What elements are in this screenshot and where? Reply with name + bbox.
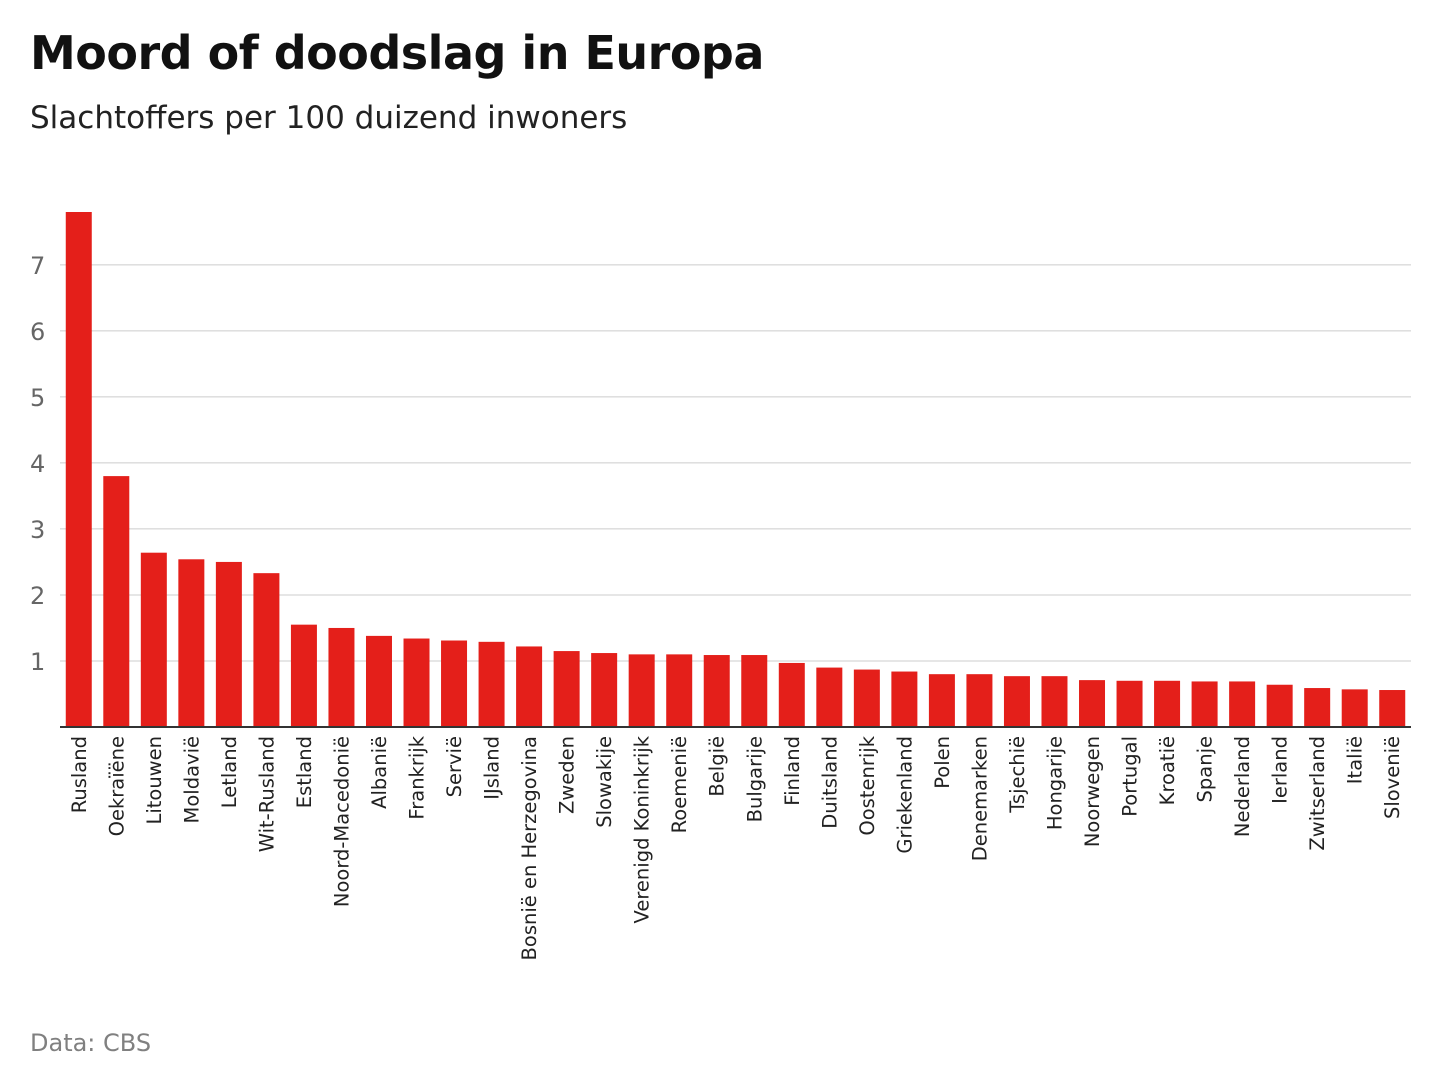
x-tick-label: Noord-Macedonië <box>330 736 353 907</box>
x-tick-label: Spanje <box>1194 736 1217 802</box>
x-tick-label: Kroatië <box>1156 736 1179 805</box>
bar-albani- <box>365 635 392 727</box>
bar-belgi- <box>703 655 730 727</box>
bar-roemeni- <box>666 654 693 727</box>
bar-litouwen <box>140 552 167 727</box>
x-tick-label: Oostenrijk <box>856 735 879 835</box>
x-tick-label: Litouwen <box>143 736 166 825</box>
x-tick-label: Wit-Rusland <box>255 736 278 852</box>
x-tick-label: Albanië <box>368 736 391 809</box>
bar-zweden <box>553 651 580 727</box>
bar-wit-rusland <box>253 573 280 727</box>
bar-zwitserland <box>1304 688 1331 727</box>
bar-hongarije <box>1041 676 1068 727</box>
bar-noorwegen <box>1079 680 1106 727</box>
y-tick-label: 6 <box>30 318 45 346</box>
x-tick-label: Moldavië <box>180 736 203 823</box>
bar-kroati- <box>1154 680 1181 727</box>
bar-rusland <box>65 212 92 727</box>
bar-itali- <box>1341 689 1368 727</box>
x-tick-label: Verenigd Koninkrijk <box>631 735 654 923</box>
bar-chart: 1 2 3 4 5 6 7 Rusland Oekraïëne Litouwen Moldavië… <box>30 212 1411 960</box>
bar-sloveni- <box>1379 690 1406 727</box>
bar-ierland <box>1266 684 1293 727</box>
y-tick-label: 4 <box>30 450 45 478</box>
x-tick-label: Rusland <box>68 736 91 813</box>
x-tick-label: Zwitserland <box>1306 736 1329 851</box>
bar-verenigd-koninkrijk <box>628 654 655 727</box>
x-tick-label: Bosnië en Herzegovina <box>518 736 541 960</box>
x-tick-label: Duitsland <box>818 736 841 829</box>
x-tick-label: Estland <box>293 736 316 808</box>
x-tick-label: Servië <box>443 736 466 797</box>
bar-noord-macedoni- <box>328 627 355 727</box>
x-tick-label: Finland <box>781 736 804 806</box>
chart-title: Moord of doodslag in Europa <box>30 26 764 80</box>
source-note: Data: CBS <box>30 1029 152 1057</box>
x-tick-label: Polen <box>931 736 954 789</box>
x-tick-label: Tsjechië <box>1006 736 1029 814</box>
x-tick-label: Slowakije <box>593 736 616 828</box>
category-labels: Rusland Oekraïëne Litouwen Moldavië Letland W… <box>68 735 1404 960</box>
x-tick-label: Ierland <box>1269 736 1292 804</box>
x-tick-label: Denemarken <box>968 736 991 861</box>
bar-tsjechi- <box>1003 676 1030 727</box>
x-tick-label: Griekenland <box>893 736 916 854</box>
bar-servi- <box>441 640 468 727</box>
bar-moldavi- <box>178 559 205 727</box>
bar-bulgarije <box>741 655 768 727</box>
x-tick-label: Nederland <box>1231 736 1254 837</box>
x-tick-label: IJsland <box>481 736 504 800</box>
bar-bosni-en-herzegovina <box>516 646 543 727</box>
x-tick-label: Bulgarije <box>743 736 766 822</box>
bar-oekra-ne <box>103 476 130 727</box>
y-tick-label: 1 <box>30 648 45 676</box>
x-tick-label: Zweden <box>556 736 579 814</box>
bar-finland <box>778 662 805 727</box>
y-tick-label: 5 <box>30 384 45 412</box>
bar-spanje <box>1191 681 1218 727</box>
bar-duitsland <box>816 667 843 727</box>
bar-estland <box>290 624 317 727</box>
bars <box>65 212 1406 727</box>
x-tick-label: Oekraïëne <box>105 736 128 836</box>
bar-ijsland <box>478 641 505 727</box>
y-tick-label: 2 <box>30 582 45 610</box>
x-tick-label: Portugal <box>1119 736 1142 817</box>
x-tick-label: België <box>706 736 729 797</box>
chart-subtitle: Slachtoffers per 100 duizend inwoners <box>30 100 628 136</box>
bar-oostenrijk <box>853 669 880 727</box>
bar-letland <box>215 561 242 727</box>
bar-polen <box>928 674 955 727</box>
x-tick-label: Letland <box>218 736 241 808</box>
bar-frankrijk <box>403 638 430 727</box>
bar-slowakije <box>591 653 618 727</box>
x-tick-label: Italië <box>1344 736 1367 784</box>
y-tick-label: 7 <box>30 252 45 280</box>
bar-portugal <box>1116 680 1143 727</box>
bar-denemarken <box>966 674 993 727</box>
bar-nederland <box>1229 681 1256 727</box>
y-tick-label: 3 <box>30 516 45 544</box>
x-tick-label: Frankrijk <box>406 735 429 819</box>
bar-griekenland <box>891 671 918 727</box>
x-tick-label: Roemenië <box>668 736 691 833</box>
x-tick-label: Noorwegen <box>1081 736 1104 847</box>
x-tick-label: Slovenië <box>1381 736 1404 819</box>
gridlines: 1 2 3 4 5 6 7 <box>30 252 1411 676</box>
x-tick-label: Hongarije <box>1043 736 1066 830</box>
